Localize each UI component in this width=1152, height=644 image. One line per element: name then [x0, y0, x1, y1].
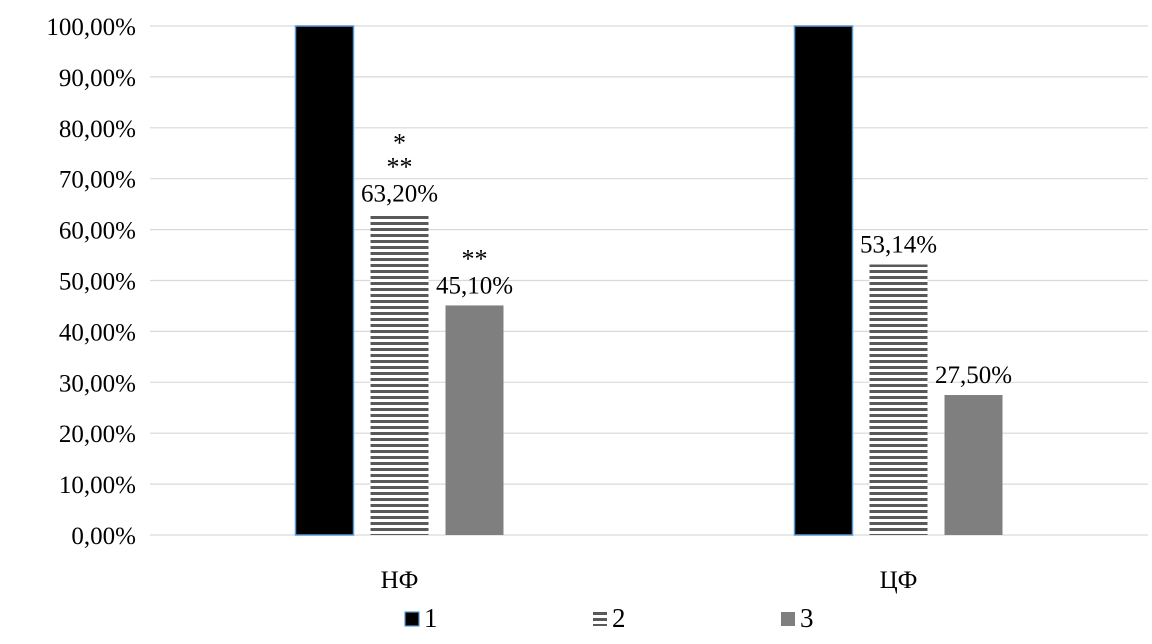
- data-label: 27,50%: [935, 362, 1012, 389]
- x-axis-category-labels: НФ ЦФ: [381, 567, 918, 594]
- legend-swatch: [593, 612, 607, 626]
- y-tick-label: 60,00%: [59, 218, 136, 245]
- bar-НФ-series-3: [446, 305, 504, 535]
- y-tick-label: 50,00%: [59, 269, 136, 296]
- bar-НФ-series-1: [296, 26, 354, 535]
- bar-ЦФ-series-3: [945, 395, 1003, 535]
- y-tick-label: 100,00%: [46, 14, 136, 41]
- category-label: ЦФ: [880, 567, 918, 594]
- y-tick-label: 40,00%: [59, 319, 136, 346]
- data-label: 53,14%: [860, 232, 937, 259]
- legend-label: 1: [424, 603, 438, 633]
- significance-annotation: **: [387, 152, 413, 181]
- y-tick-label: 30,00%: [59, 370, 136, 397]
- legend-swatch: [405, 612, 419, 626]
- data-label: 45,10%: [436, 272, 513, 299]
- y-tick-label: 80,00%: [59, 116, 136, 143]
- bar-ЦФ-series-2: [870, 265, 928, 535]
- y-tick-label: 90,00%: [59, 65, 136, 92]
- bar-НФ-series-2: [371, 213, 429, 535]
- legend: 1 2 3: [405, 603, 814, 633]
- y-tick-label: 20,00%: [59, 421, 136, 448]
- y-tick-label: 70,00%: [59, 167, 136, 194]
- legend-swatch: [781, 612, 795, 626]
- y-axis-tick-labels: 0,00% 10,00% 20,00% 30,00% 40,00% 50,00% 60,00…: [46, 14, 136, 550]
- significance-annotation: **: [462, 244, 488, 273]
- category-label: НФ: [381, 567, 419, 594]
- data-label: 63,20%: [361, 180, 438, 207]
- y-tick-label: 10,00%: [59, 472, 136, 499]
- legend-label: 2: [612, 603, 626, 633]
- bar-ЦФ-series-1: [795, 26, 853, 535]
- y-tick-label: 0,00%: [71, 523, 136, 550]
- legend-label: 3: [800, 603, 814, 633]
